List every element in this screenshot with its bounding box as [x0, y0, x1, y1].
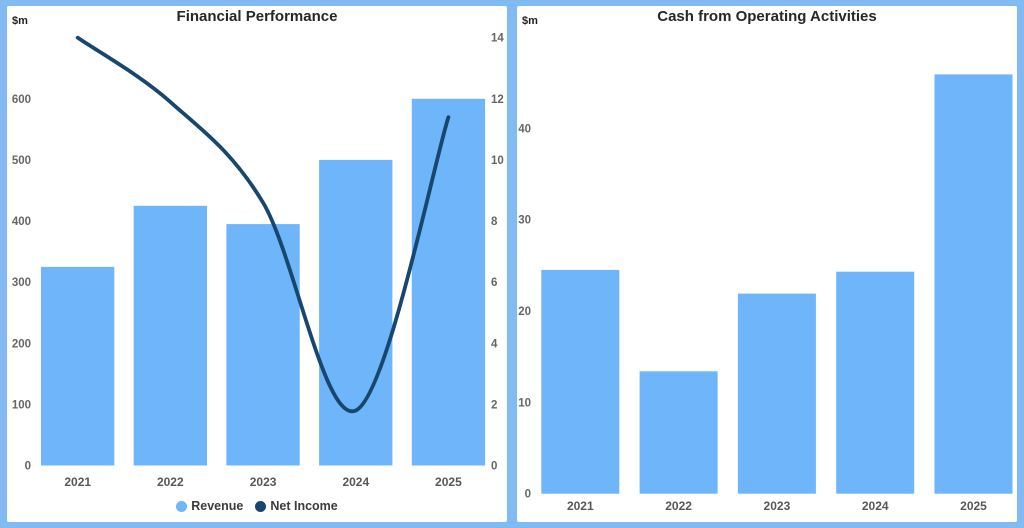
x-axis-label-2022: 2022 [665, 499, 692, 513]
left-y-axis-tick-100: 100 [12, 399, 31, 411]
y-axis-tick-0: 0 [525, 489, 531, 501]
x-axis-label-2025: 2025 [960, 499, 987, 513]
left-y-axis-tick-0: 0 [25, 461, 31, 473]
right-y-axis-tick-14: 14 [491, 33, 504, 45]
y-axis-tick-20: 20 [518, 306, 531, 318]
right-y-axis-tick-12: 12 [491, 94, 504, 106]
right-y-axis-tick-8: 8 [491, 216, 498, 228]
revenue-legend-dot-icon [176, 500, 188, 512]
revenue-bar-2021[interactable] [41, 266, 115, 466]
x-axis-label-2024: 2024 [862, 499, 889, 513]
left-chart-unit-label: $m [12, 15, 28, 27]
revenue-bar-2025[interactable] [411, 98, 486, 466]
x-axis-label-2023: 2023 [764, 499, 791, 513]
y-axis-tick-30: 30 [518, 215, 531, 227]
y-axis-tick-10: 10 [518, 397, 531, 409]
left-y-axis-tick-400: 400 [12, 216, 31, 228]
cash-bar-2022[interactable] [639, 371, 718, 494]
left-chart-title: Financial Performance [176, 8, 338, 25]
net-income-line[interactable] [75, 35, 451, 414]
cash-operating-activities-plot: 2021 2022 2023 2024 2025 0 10 20 30 40 [518, 74, 1013, 513]
cash-operating-activities-card: $m Cash from Operating Activities 2021 20… [517, 6, 1017, 522]
left-y-axis-tick-200: 200 [12, 338, 31, 350]
left-y-axis-tick-600: 600 [12, 94, 31, 106]
revenue-legend-label: Revenue [191, 499, 244, 513]
net-income-legend-dot-icon [255, 500, 267, 512]
right-y-axis-tick-10: 10 [491, 155, 504, 167]
right-y-axis-tick-0: 0 [491, 461, 497, 473]
cash-bar-2024[interactable] [836, 271, 915, 494]
x-axis-label-2025: 2025 [435, 475, 462, 489]
x-axis-label-2021: 2021 [567, 499, 594, 513]
revenue-bar-2022[interactable] [133, 205, 207, 466]
right-y-axis-tick-2: 2 [491, 399, 497, 411]
legend-item-revenue[interactable]: Revenue [176, 499, 243, 513]
cash-bar-2023[interactable] [737, 293, 816, 494]
right-y-axis-tick-6: 6 [491, 277, 497, 289]
right-y-axis-tick-4: 4 [491, 338, 498, 350]
cash-bar-2025[interactable] [934, 74, 1013, 494]
legend-item-net-income[interactable]: Net Income [255, 499, 338, 513]
left-y-axis-tick-300: 300 [12, 277, 31, 289]
financial-performance-card: $m Financial Performance 2021 2022 2023 202… [7, 6, 507, 522]
left-y-axis-tick-500: 500 [12, 155, 31, 167]
net-income-legend-label: Net Income [270, 499, 338, 513]
x-axis-label-2022: 2022 [157, 475, 184, 489]
financial-performance-plot: 2021 2022 2023 2024 2025 0 100 200 300 400 500 600 0… [12, 33, 505, 489]
x-axis-label-2021: 2021 [64, 475, 91, 489]
x-axis-label-2023: 2023 [250, 475, 277, 489]
y-axis-tick-40: 40 [518, 123, 531, 135]
financial-legend: Revenue Net Income [7, 499, 507, 513]
x-axis-label-2024: 2024 [342, 475, 369, 489]
revenue-bar-2024[interactable] [319, 159, 393, 466]
cash-bar-2021[interactable] [541, 269, 620, 494]
right-chart-title: Cash from Operating Activities [657, 8, 877, 25]
right-chart-unit-label: $m [522, 15, 538, 27]
